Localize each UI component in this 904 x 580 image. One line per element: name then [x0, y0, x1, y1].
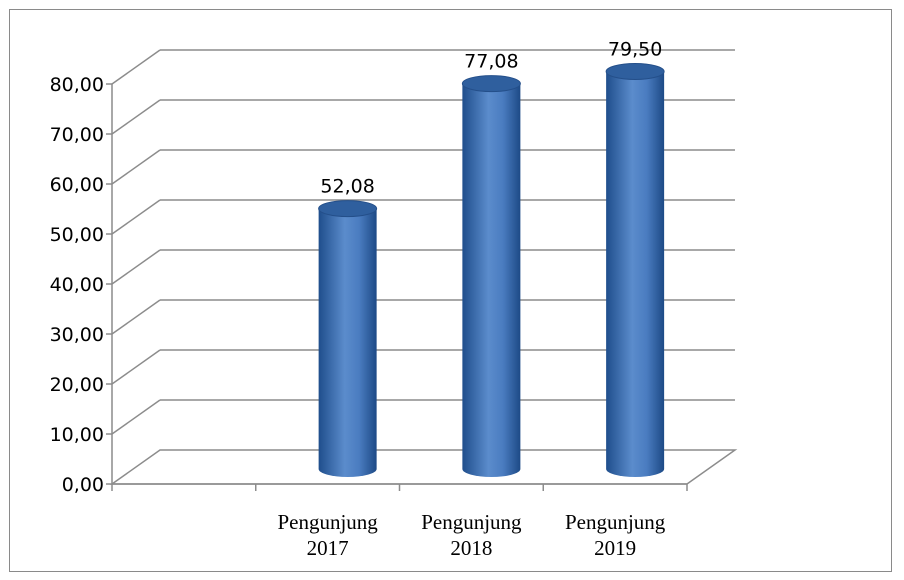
y-tick-label: 0,00 [62, 474, 104, 496]
bar-top-cap [318, 200, 378, 218]
data-label: 79,50 [608, 39, 662, 61]
category-label: Pengunjung [277, 510, 378, 534]
gridline-diagonal [111, 99, 161, 135]
y-tick-labels: 0,00 10,00 20,00 30,00 40,00 50,00 60,00 70,00 8… [50, 74, 104, 496]
y-tick-label: 40,00 [50, 274, 104, 296]
y-tick-label: 80,00 [50, 74, 104, 96]
bar [318, 200, 378, 477]
axes [106, 83, 688, 491]
category-label: 2018 [450, 536, 492, 560]
bar-top-cap [605, 63, 665, 80]
category-label: Pengunjung [565, 510, 666, 534]
gridline-diagonal [111, 349, 161, 385]
bar-top-cap [461, 75, 521, 93]
bar-body [318, 208, 377, 477]
gridline-diagonal [111, 49, 161, 85]
y-tick-label: 60,00 [50, 174, 104, 196]
category-label: 2019 [594, 536, 636, 560]
data-label: 52,08 [320, 176, 374, 198]
bar-body [606, 71, 665, 477]
data-label: 77,08 [464, 51, 518, 73]
category-labels: Pengunjung2017Pengunjung2018Pengunjung20… [277, 510, 665, 560]
y-tick-label: 30,00 [50, 324, 104, 346]
gridline-diagonal [111, 399, 161, 435]
category-label: Pengunjung [421, 510, 522, 534]
y-tick-label: 10,00 [50, 424, 104, 446]
bar [605, 63, 665, 477]
y-tick-label: 70,00 [50, 124, 104, 146]
data-labels: 52,08 77,08 79,50 [320, 39, 662, 198]
bars [318, 63, 665, 477]
bar [461, 75, 521, 477]
gridline-diagonal [111, 249, 161, 285]
gridline-diagonal [111, 149, 161, 185]
category-label: 2017 [307, 536, 349, 560]
gridline-diagonal [111, 199, 161, 235]
y-tick-label: 50,00 [50, 224, 104, 246]
gridline-diagonal [111, 299, 161, 335]
y-tick-label: 20,00 [50, 374, 104, 396]
bar-body [462, 83, 521, 477]
